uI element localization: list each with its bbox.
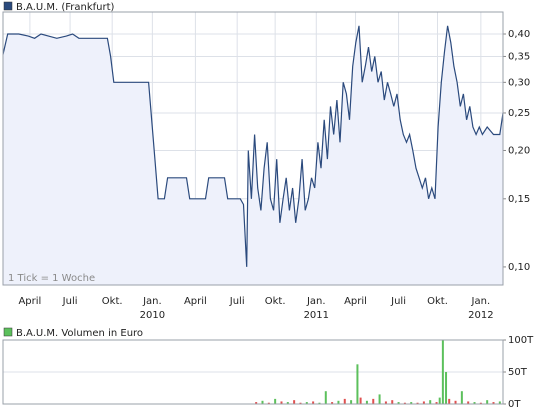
volume-bar bbox=[473, 402, 476, 404]
volume-bar bbox=[372, 398, 375, 404]
volume-bar bbox=[359, 397, 362, 404]
x-tick-label: Jan. bbox=[142, 296, 162, 307]
volume-bar bbox=[391, 400, 394, 404]
volume-bar bbox=[378, 394, 381, 404]
plot-border bbox=[2, 11, 504, 286]
volume-bar bbox=[492, 402, 495, 404]
x-tick-label: Jan. bbox=[306, 296, 326, 307]
volume-bar bbox=[305, 402, 308, 404]
volume-bar bbox=[324, 391, 327, 404]
x-tick-label: Juli bbox=[62, 296, 78, 307]
volume-bar bbox=[441, 340, 444, 404]
plot-border bbox=[2, 339, 504, 405]
volume-bar bbox=[454, 400, 457, 404]
x-year-label: 2010 bbox=[140, 310, 165, 321]
volume-bar bbox=[479, 402, 482, 404]
volume-bar bbox=[343, 398, 346, 404]
y-tick-label: 0,35 bbox=[508, 51, 530, 62]
volume-bar bbox=[416, 402, 419, 404]
volume-bar bbox=[312, 401, 315, 404]
x-tick-label: April bbox=[18, 296, 41, 307]
annotation: 1 Tick = 1 Woche bbox=[8, 273, 95, 284]
volume-bar bbox=[350, 400, 353, 404]
volume-bar bbox=[410, 402, 413, 404]
y-tick-label: 0T bbox=[508, 399, 521, 410]
volume-bar bbox=[445, 372, 448, 404]
y-tick-label: 0,30 bbox=[508, 77, 530, 88]
volume-bar bbox=[261, 400, 264, 404]
volume-bar bbox=[280, 401, 283, 404]
x-tick-label: Okt. bbox=[102, 296, 123, 307]
volume-bar bbox=[267, 402, 270, 404]
volume-bar bbox=[486, 400, 489, 404]
y-tick-label: 0,10 bbox=[508, 262, 530, 273]
volume-bar bbox=[460, 391, 463, 404]
area bbox=[3, 25, 503, 286]
x-tick-label: Okt. bbox=[427, 296, 448, 307]
y-tick-label: 100T bbox=[508, 335, 534, 346]
x-tick-label: Okt. bbox=[265, 296, 286, 307]
volume-bar bbox=[403, 402, 406, 404]
x-tick-label: April bbox=[184, 296, 207, 307]
volume-bar bbox=[299, 402, 302, 404]
y-tick-label: 50T bbox=[508, 367, 528, 378]
volume-bar bbox=[318, 402, 321, 404]
volume-bar bbox=[384, 401, 387, 404]
legend-swatch bbox=[3, 327, 13, 337]
volume-bar bbox=[274, 398, 277, 404]
x-tick-label: Jan. bbox=[471, 296, 491, 307]
legend-label: B.A.U.M. (Frankfurt) bbox=[16, 2, 115, 13]
volume-bar bbox=[498, 401, 501, 404]
volume-bar bbox=[467, 401, 470, 404]
x-tick-label: April bbox=[344, 296, 367, 307]
volume-bar bbox=[365, 400, 368, 404]
x-tick-label: Juli bbox=[229, 296, 245, 307]
y-tick-label: 0,15 bbox=[508, 194, 530, 205]
legend-swatch bbox=[3, 1, 13, 11]
volume-bar bbox=[337, 400, 340, 404]
y-tick-label: 0,20 bbox=[508, 145, 530, 156]
volume-bar bbox=[356, 364, 359, 404]
volume-bar bbox=[255, 402, 258, 404]
x-year-label: 2012 bbox=[468, 310, 493, 321]
volume-bar bbox=[293, 400, 296, 404]
volume-bar bbox=[438, 397, 441, 404]
x-year-label: 2011 bbox=[304, 310, 329, 321]
volume-bar bbox=[448, 398, 451, 404]
volume-bar bbox=[429, 400, 432, 404]
volume-bar bbox=[331, 402, 334, 404]
volume-bar bbox=[435, 402, 438, 404]
price-line bbox=[2, 25, 504, 267]
volume-bar bbox=[422, 401, 425, 404]
y-tick-label: 0,25 bbox=[508, 108, 530, 119]
volume-bar bbox=[397, 402, 400, 404]
volume-bar bbox=[286, 402, 289, 404]
y-tick-label: 0,40 bbox=[508, 29, 530, 40]
x-tick-label: Juli bbox=[390, 296, 406, 307]
legend-label: B.A.U.M. Volumen in Euro bbox=[16, 328, 143, 339]
